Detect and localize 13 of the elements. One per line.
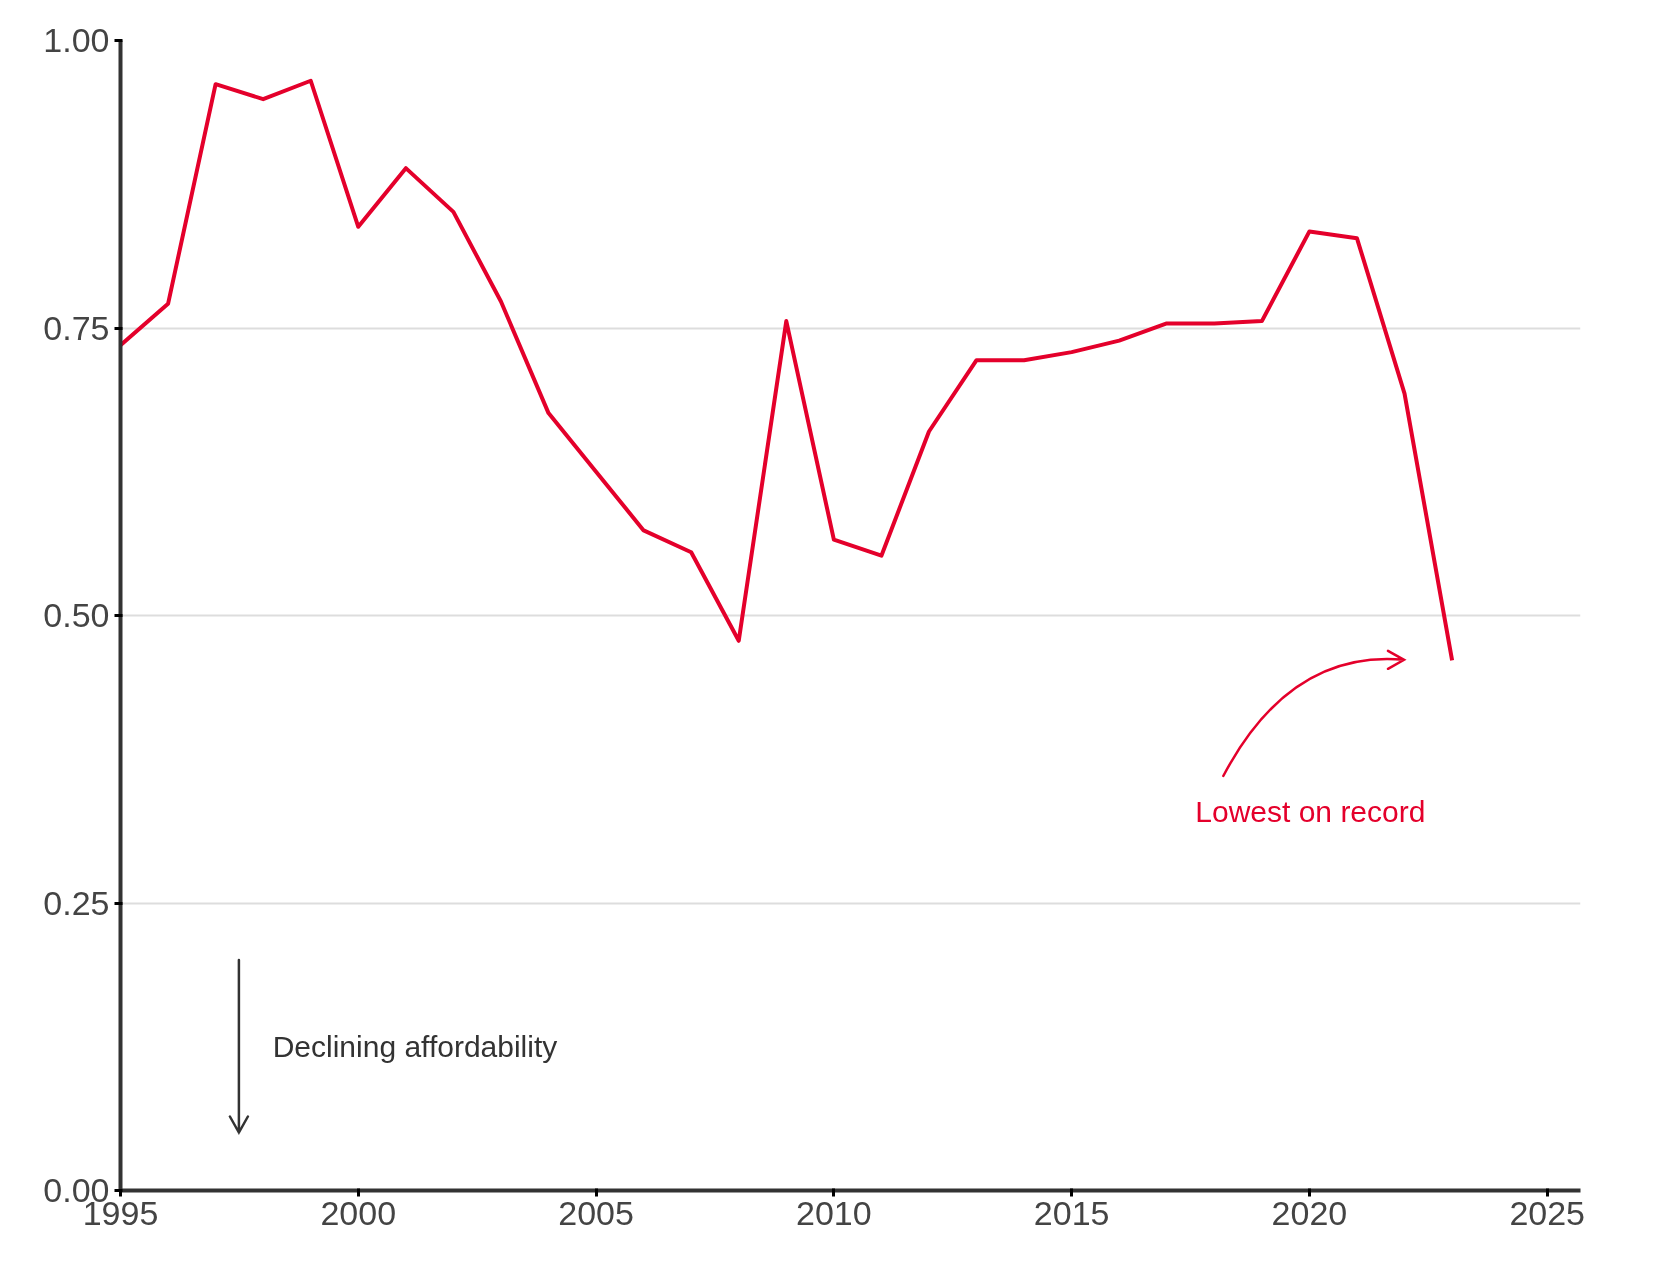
annotation: Lowest on record bbox=[1195, 794, 1426, 828]
x-tick-label: 2010 bbox=[796, 1193, 872, 1232]
y-tick-label: 0.75 bbox=[43, 308, 110, 347]
y-tick-label: 1.00 bbox=[43, 21, 110, 59]
line-series bbox=[120, 78, 1455, 663]
y-tick-label: 0.25 bbox=[43, 883, 110, 922]
x-tick-label: 2020 bbox=[1271, 1193, 1348, 1232]
x-tick-label: 2000 bbox=[320, 1193, 397, 1232]
x-tick-label: 2015 bbox=[1033, 1193, 1110, 1232]
y-tick-label: 0.50 bbox=[43, 596, 110, 634]
x-tick-label: 2005 bbox=[558, 1193, 634, 1232]
x-tick-label: 2025 bbox=[1509, 1193, 1586, 1232]
annotation: Declining affordability bbox=[272, 1030, 558, 1064]
